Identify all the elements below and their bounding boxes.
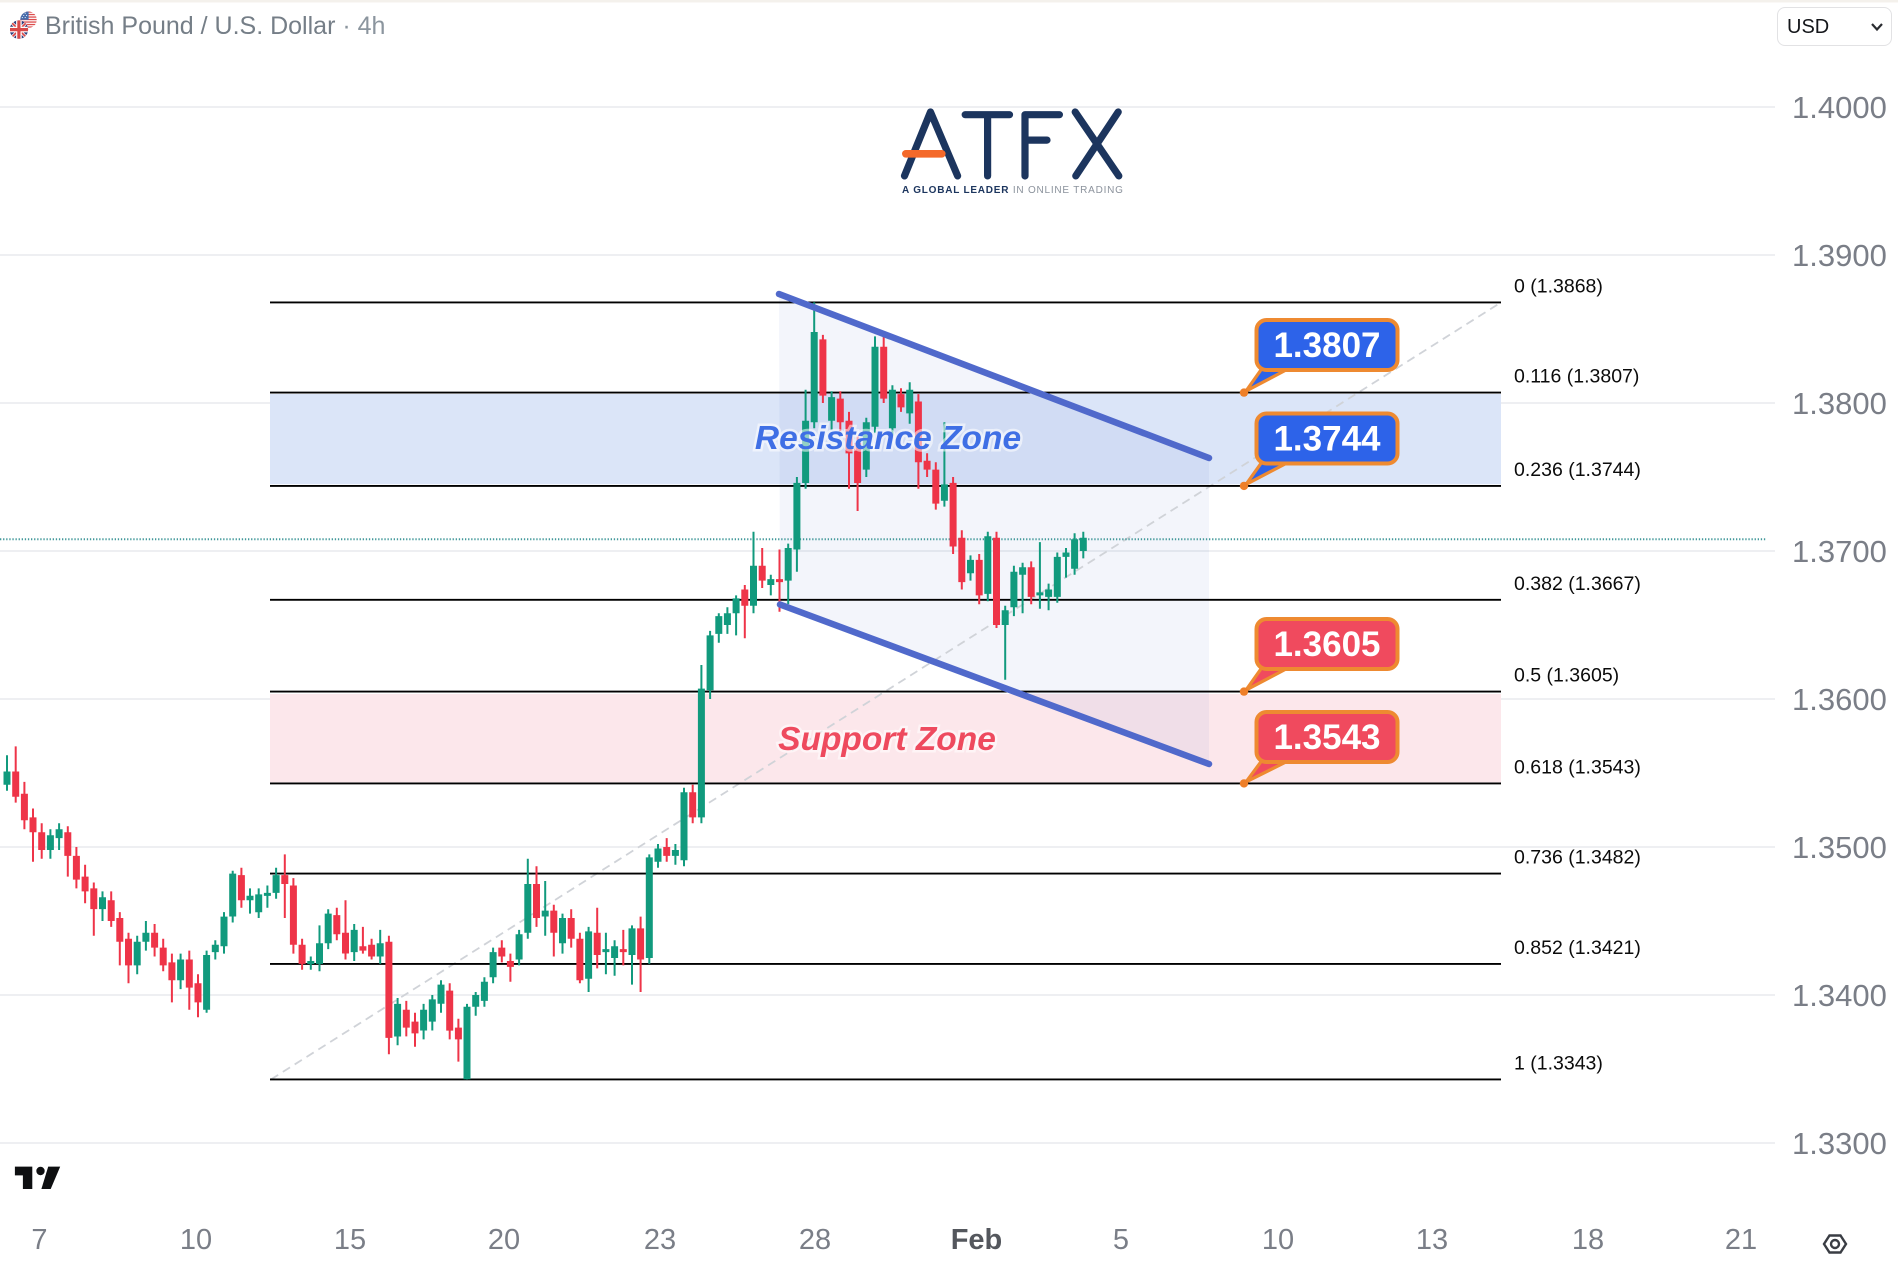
svg-text:1.3900: 1.3900: [1792, 238, 1887, 273]
svg-text:Feb: Feb: [951, 1224, 1003, 1256]
svg-text:0.736 (1.3482): 0.736 (1.3482): [1514, 847, 1641, 869]
svg-text:0.618 (1.3543): 0.618 (1.3543): [1514, 756, 1641, 778]
svg-text:0.382 (1.3667): 0.382 (1.3667): [1514, 573, 1641, 595]
svg-text:1.3500: 1.3500: [1792, 830, 1887, 865]
svg-text:18: 18: [1572, 1224, 1604, 1256]
svg-text:1 (1.3343): 1 (1.3343): [1514, 1052, 1603, 1074]
svg-text:1.3700: 1.3700: [1792, 534, 1887, 569]
svg-text:0.236 (1.3744): 0.236 (1.3744): [1514, 459, 1641, 481]
svg-text:10: 10: [180, 1224, 212, 1256]
svg-text:1.3744: 1.3744: [1273, 420, 1381, 459]
svg-text:0.852 (1.3421): 0.852 (1.3421): [1514, 937, 1641, 959]
svg-text:10: 10: [1262, 1224, 1294, 1256]
svg-text:Resistance Zone: Resistance Zone: [755, 420, 1021, 457]
svg-text:1.4000: 1.4000: [1792, 90, 1887, 125]
svg-text:1.3400: 1.3400: [1792, 978, 1887, 1013]
svg-text:28: 28: [799, 1224, 831, 1256]
svg-text:1.3800: 1.3800: [1792, 386, 1887, 421]
svg-text:1.3605: 1.3605: [1273, 625, 1380, 664]
svg-text:1.3543: 1.3543: [1273, 718, 1380, 757]
svg-text:5: 5: [1113, 1224, 1129, 1256]
svg-text:0 (1.3868): 0 (1.3868): [1514, 275, 1603, 297]
svg-text:7: 7: [31, 1224, 47, 1256]
svg-text:A GLOBAL LEADER IN ONLINE TRAD: A GLOBAL LEADER IN ONLINE TRADING: [902, 185, 1124, 196]
svg-text:20: 20: [488, 1224, 520, 1256]
svg-text:13: 13: [1416, 1224, 1448, 1256]
svg-text:0.5 (1.3605): 0.5 (1.3605): [1514, 665, 1619, 687]
svg-text:1.3807: 1.3807: [1273, 326, 1380, 365]
svg-text:21: 21: [1725, 1224, 1757, 1256]
svg-text:1.3300: 1.3300: [1792, 1126, 1887, 1161]
svg-text:15: 15: [334, 1224, 366, 1256]
svg-text:23: 23: [644, 1224, 676, 1256]
svg-text:1.3600: 1.3600: [1792, 682, 1887, 717]
svg-text:0.116 (1.3807): 0.116 (1.3807): [1514, 366, 1639, 388]
svg-text:Support Zone: Support Zone: [778, 721, 996, 758]
